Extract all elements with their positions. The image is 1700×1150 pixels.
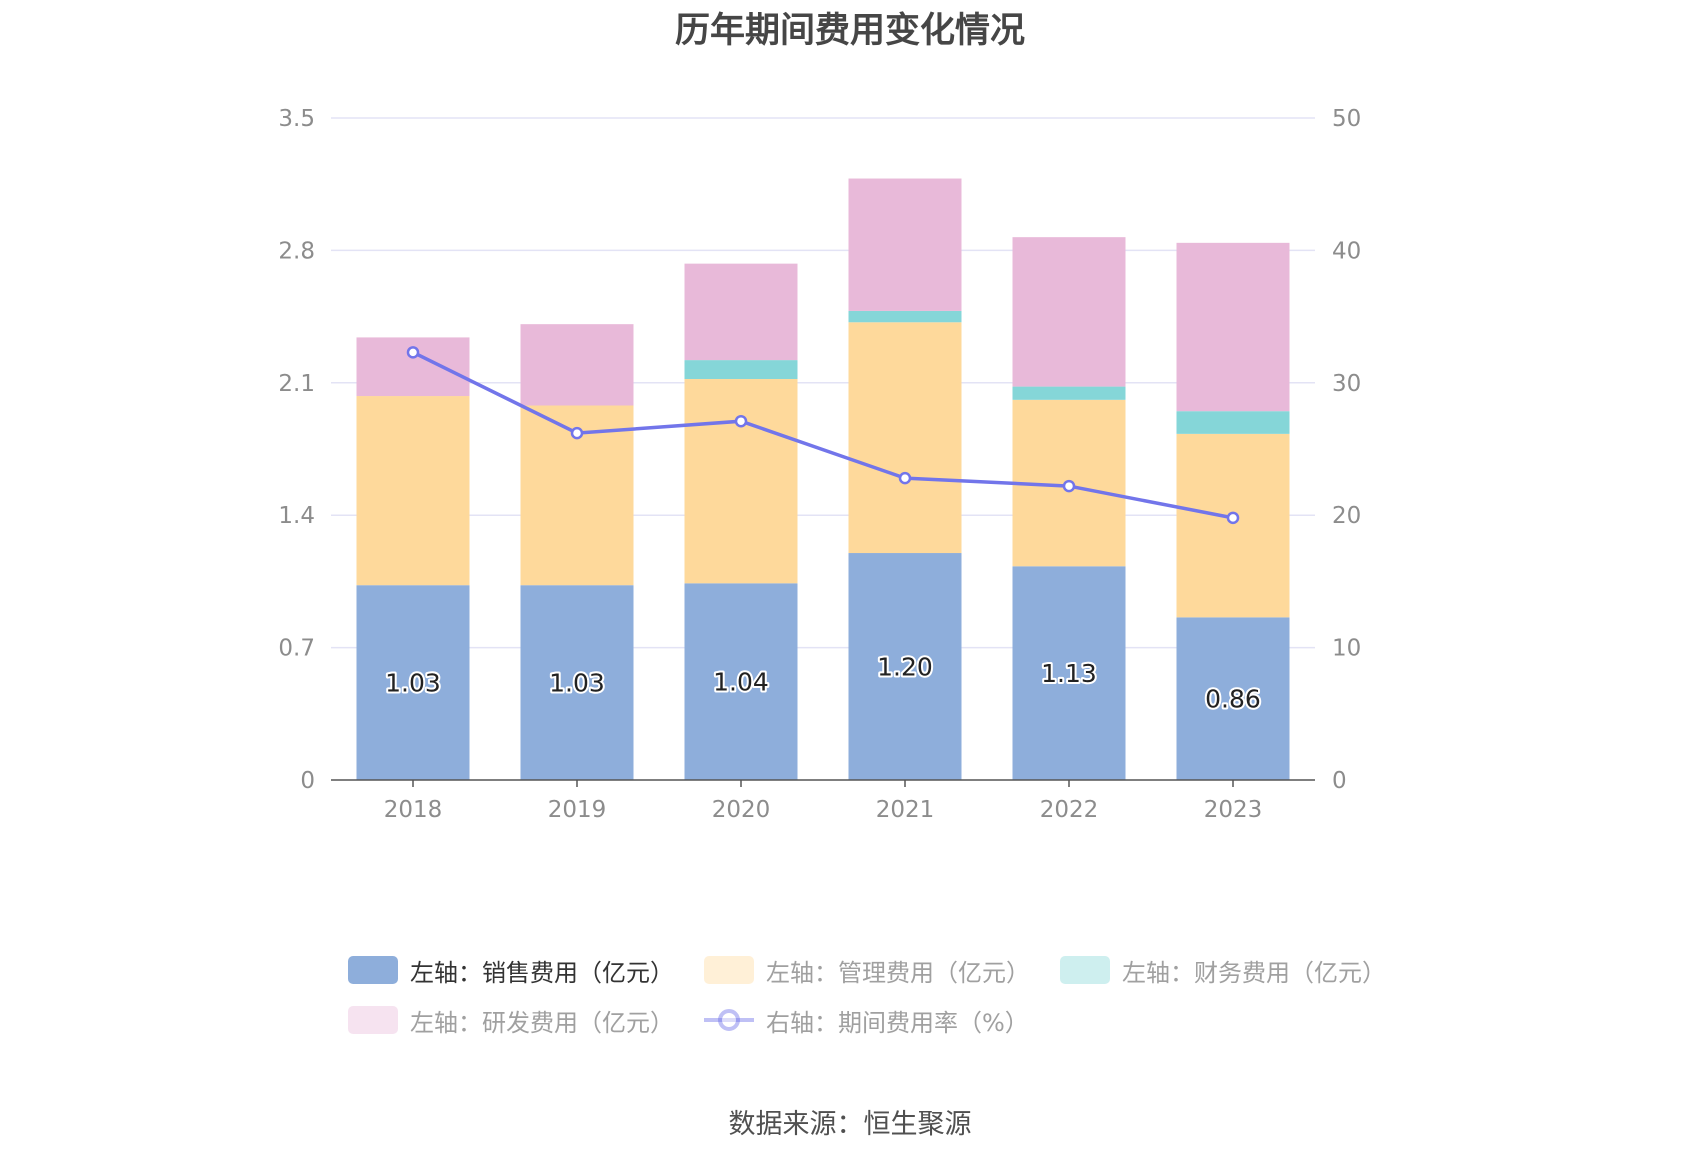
legend-row-2: 左轴：研发费用（亿元） 右轴：期间费用率（%） — [348, 995, 1408, 1045]
bar-segment — [684, 583, 798, 780]
bar-segment — [1012, 237, 1126, 387]
bar-segment — [684, 360, 798, 380]
bar-segment — [848, 322, 962, 554]
y-left-tick-label: 1.4 — [278, 503, 315, 529]
bar-data-label: 1.03 — [385, 669, 441, 698]
x-tick-label: 2018 — [384, 797, 443, 823]
x-tick-label: 2023 — [1204, 797, 1263, 823]
line-point — [1062, 479, 1076, 493]
bar-data-label: 1.03 — [549, 669, 605, 698]
y-right-tick-label: 20 — [1332, 503, 1361, 529]
bar-segment — [684, 379, 798, 584]
legend-swatch-sales — [348, 956, 398, 984]
x-tick-label: 2019 — [548, 797, 607, 823]
bar-segment — [1012, 566, 1126, 780]
line-series-group — [406, 346, 1240, 525]
axes: 0 0.7 1.4 2.1 2.8 3.5 0 10 20 30 40 50 2018 2019 2020 2… — [278, 106, 1361, 823]
y-left-tick-label: 2.8 — [278, 238, 315, 264]
bar-segment — [356, 396, 470, 586]
bar-data-label: 1.13 — [1041, 659, 1097, 688]
x-tick-label: 2021 — [876, 797, 935, 823]
legend-line-icon — [704, 1009, 754, 1031]
bar-segment — [848, 178, 962, 311]
bar-segment — [1176, 411, 1290, 434]
line-series-ratio — [412, 350, 1234, 520]
line-point — [570, 426, 584, 440]
y-left-tick-label: 3.5 — [278, 106, 315, 132]
legend-label-admin: 左轴：管理费用（亿元） — [766, 958, 1030, 987]
x-tick-label: 2022 — [1040, 797, 1099, 823]
data-source: 数据来源：恒生聚源 — [728, 1109, 972, 1140]
legend-swatch-admin — [704, 956, 754, 984]
grid-lines — [331, 117, 1315, 649]
bar-segment — [1176, 617, 1290, 780]
legend-swatch-finance — [1060, 956, 1110, 984]
bar-segment — [848, 310, 962, 323]
legend-item-ratio[interactable]: 右轴：期间费用率（%） — [704, 1003, 1029, 1038]
y-right-tick-label: 30 — [1332, 371, 1361, 397]
legend-item-rnd[interactable]: 左轴：研发费用（亿元） — [348, 1003, 674, 1038]
bar-segment — [356, 585, 470, 780]
line-point — [898, 471, 912, 485]
y-right-tick-label: 0 — [1332, 768, 1347, 794]
bar-data-label: 0.86 — [1205, 685, 1261, 714]
bar-segment — [520, 324, 634, 406]
y-right-tick-label: 40 — [1332, 238, 1361, 264]
bar-segment — [1176, 433, 1290, 618]
bar-segment — [848, 553, 962, 780]
line-point — [1226, 511, 1240, 525]
legend-swatch-rnd — [348, 1006, 398, 1034]
legend-item-admin[interactable]: 左轴：管理费用（亿元） — [704, 953, 1030, 988]
legend-label-sales: 左轴：销售费用（亿元） — [410, 958, 674, 987]
y-left-tick-label: 2.1 — [278, 371, 315, 397]
y-right-tick-label: 10 — [1332, 636, 1361, 662]
data-labels: 1.03 1.03 1.04 1.20 1.13 0.86 — [383, 651, 1263, 716]
legend-item-finance[interactable]: 左轴：财务费用（亿元） — [1060, 953, 1386, 988]
bar-data-label: 1.04 — [713, 668, 769, 697]
legend-label-ratio: 右轴：期间费用率（%） — [766, 1008, 1029, 1037]
legend-row-1: 左轴：销售费用（亿元） 左轴：管理费用（亿元） 左轴：财务费用（亿元） — [348, 945, 1408, 995]
chart-title: 历年期间费用变化情况 — [674, 11, 1025, 51]
y-left-tick-label: 0 — [300, 768, 315, 794]
legend: 左轴：销售费用（亿元） 左轴：管理费用（亿元） 左轴：财务费用（亿元） 左轴：研… — [348, 945, 1408, 1045]
y-right-tick-label: 50 — [1332, 106, 1361, 132]
bar-segment — [1176, 242, 1290, 412]
bar-data-label: 1.20 — [877, 653, 933, 682]
legend-label-finance: 左轴：财务费用（亿元） — [1122, 958, 1386, 987]
bar-segment — [684, 263, 798, 361]
x-tick-label: 2020 — [712, 797, 771, 823]
legend-item-sales[interactable]: 左轴：销售费用（亿元） — [348, 953, 674, 988]
line-point — [406, 346, 420, 359]
bar-series-group — [356, 178, 1290, 780]
bar-segment — [520, 585, 634, 780]
line-point — [734, 414, 748, 428]
bar-segment — [1012, 386, 1126, 400]
legend-label-rnd: 左轴：研发费用（亿元） — [410, 1008, 674, 1037]
y-left-tick-label: 0.7 — [278, 636, 315, 662]
